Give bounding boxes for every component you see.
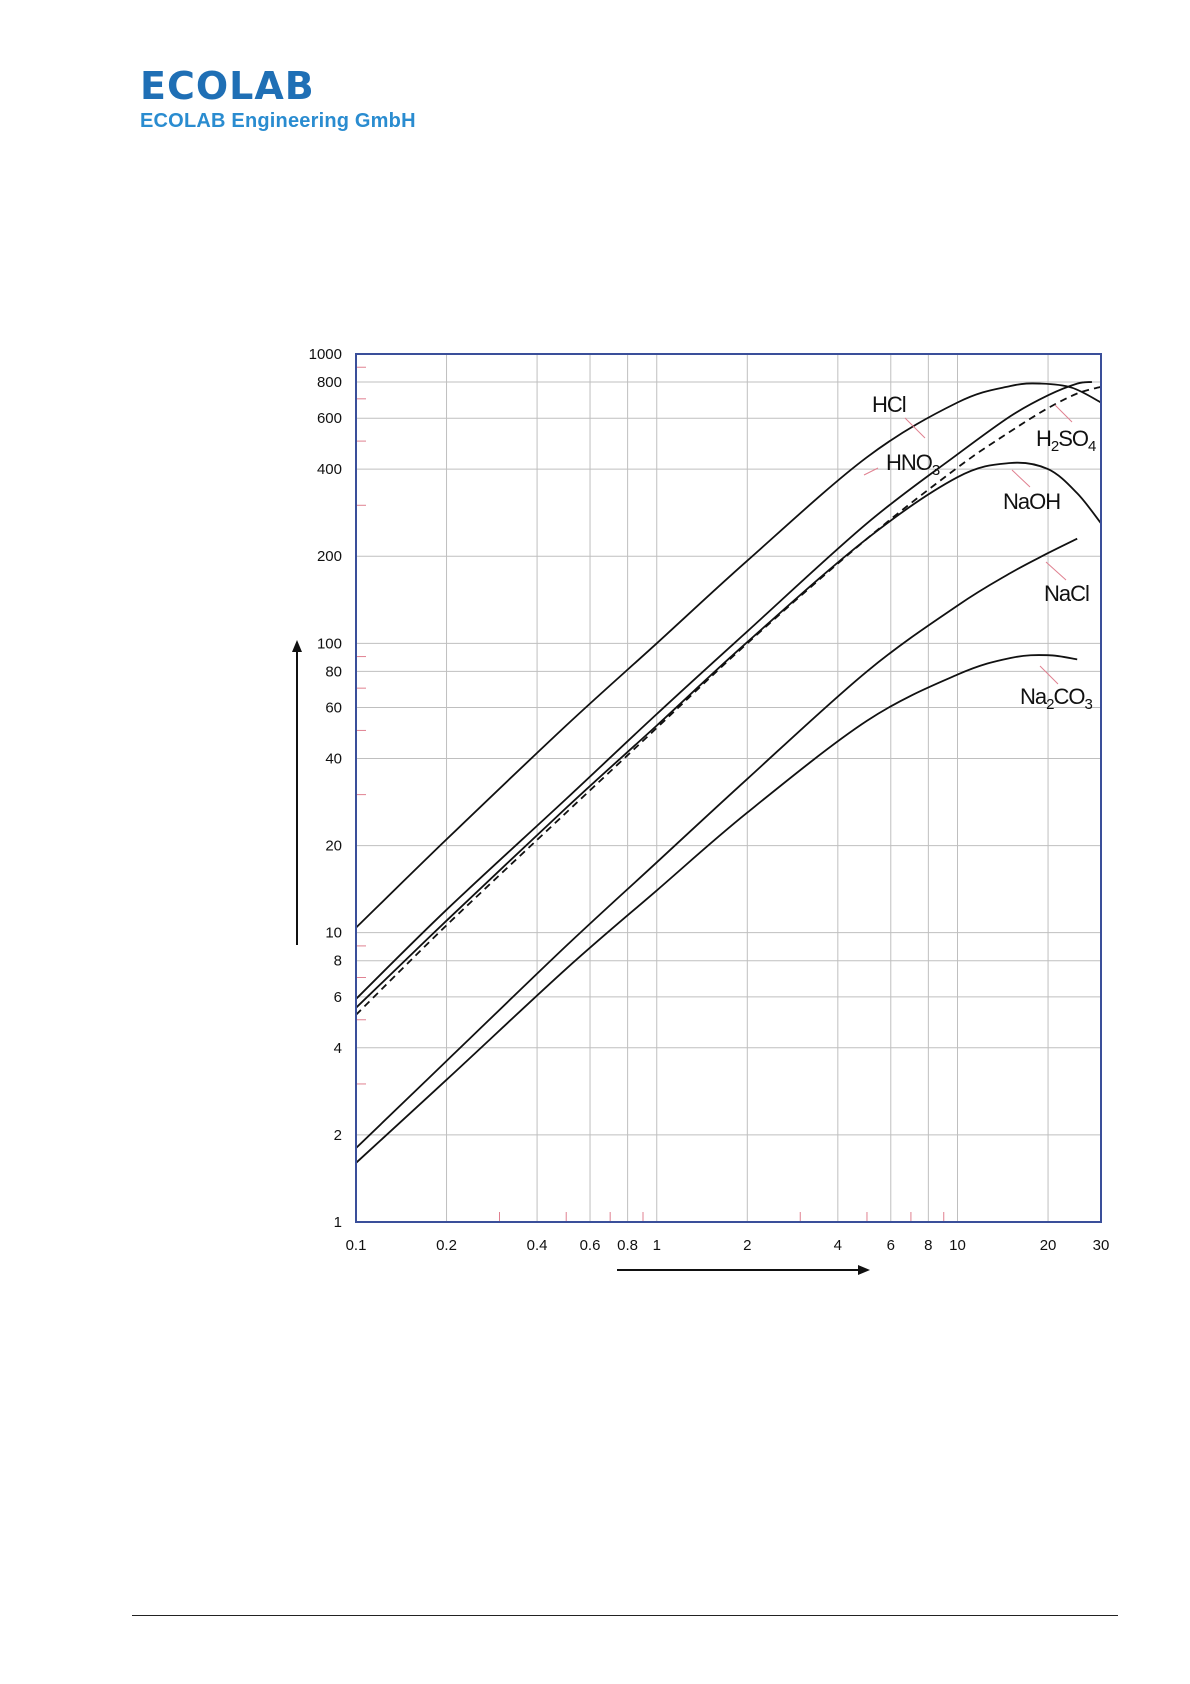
series-line-h2so4 [356, 385, 1101, 1016]
series-label-na2co3: Na2CO3 [1020, 684, 1092, 713]
y-tick-label: 800 [317, 374, 342, 391]
axis-arrows [292, 640, 870, 1275]
chart-series-labels: HCl HNO3 H2SO4 NaOH NaCl Na2CO3 [872, 392, 1097, 713]
series-line-naoh [356, 461, 1101, 1009]
chart-label-leaders [863, 404, 1073, 685]
y-tick-label: 1 [334, 1214, 342, 1231]
y-tick-label: 200 [317, 548, 342, 565]
x-tick-label: 6 [887, 1237, 895, 1254]
y-tick-label: 400 [317, 461, 342, 478]
company-name: ECOLAB Engineering GmbH [140, 110, 416, 132]
x-tick-label: 0.1 [346, 1237, 367, 1254]
y-tick-label: 6 [334, 989, 342, 1006]
x-tick-label: 0.6 [580, 1237, 601, 1254]
label-leader-hno3 [863, 467, 879, 476]
x-tick-label: 2 [743, 1237, 751, 1254]
x-tick-label: 30 [1093, 1237, 1110, 1254]
x-tick-labels: 0.1 0.2 0.4 0.6 0.8 1 2 4 6 8 10 20 30 [346, 1237, 1110, 1254]
series-line-na2co3 [356, 654, 1078, 1164]
series-label-nacl: NaCl [1044, 581, 1089, 606]
y-tick-label: 1000 [309, 346, 342, 363]
series-line-hcl [356, 382, 1101, 929]
label-leader-na2co3 [1039, 665, 1059, 685]
series-label-hcl: HCl [872, 392, 906, 417]
series-label-naoh: NaOH [1003, 489, 1060, 514]
chart-minor-ticks [356, 366, 945, 1222]
footer-rule [132, 1615, 1118, 1616]
y-tick-label: 600 [317, 410, 342, 427]
chart-series [356, 381, 1101, 1164]
y-tick-labels: 1 2 4 6 8 10 20 40 60 80 100 200 400 600 800 1000 [309, 346, 342, 1231]
x-tick-label: 0.4 [527, 1237, 548, 1254]
x-tick-label: 0.8 [617, 1237, 638, 1254]
x-tick-label: 0.2 [436, 1237, 457, 1254]
y-tick-label: 80 [325, 663, 342, 680]
x-tick-label: 4 [834, 1237, 842, 1254]
y-tick-label: 2 [334, 1127, 342, 1144]
y-tick-label: 10 [325, 925, 342, 942]
label-leader-hcl [904, 417, 926, 439]
y-tick-label: 4 [334, 1040, 342, 1057]
y-tick-label: 40 [325, 750, 342, 767]
x-tick-label: 10 [949, 1237, 966, 1254]
company-logo: ECOLAB ECOLAB Engineering GmbH [140, 66, 416, 133]
y-tick-label: 100 [317, 635, 342, 652]
y-tick-label: 20 [325, 838, 342, 855]
series-line-hno3 [356, 381, 1093, 1000]
plot-frame [355, 353, 1102, 1223]
x-tick-label: 8 [924, 1237, 932, 1254]
label-leader-h2so4 [1054, 404, 1073, 423]
x-axis-arrow-head [858, 1265, 870, 1275]
label-leader-naoh [1011, 469, 1031, 488]
y-tick-label: 60 [325, 700, 342, 717]
series-label-h2so4: H2SO4 [1036, 426, 1096, 455]
x-tick-label: 1 [653, 1237, 661, 1254]
label-leader-nacl [1045, 561, 1067, 581]
series-label-hno3: HNO3 [886, 450, 940, 479]
x-tick-label: 20 [1040, 1237, 1057, 1254]
y-tick-label: 8 [334, 953, 342, 970]
y-axis-arrow-head [292, 640, 302, 652]
series-line-nacl [356, 537, 1078, 1149]
ecolab-logo-mark: ECOLAB [140, 64, 315, 108]
chart-grid [355, 353, 1102, 1223]
